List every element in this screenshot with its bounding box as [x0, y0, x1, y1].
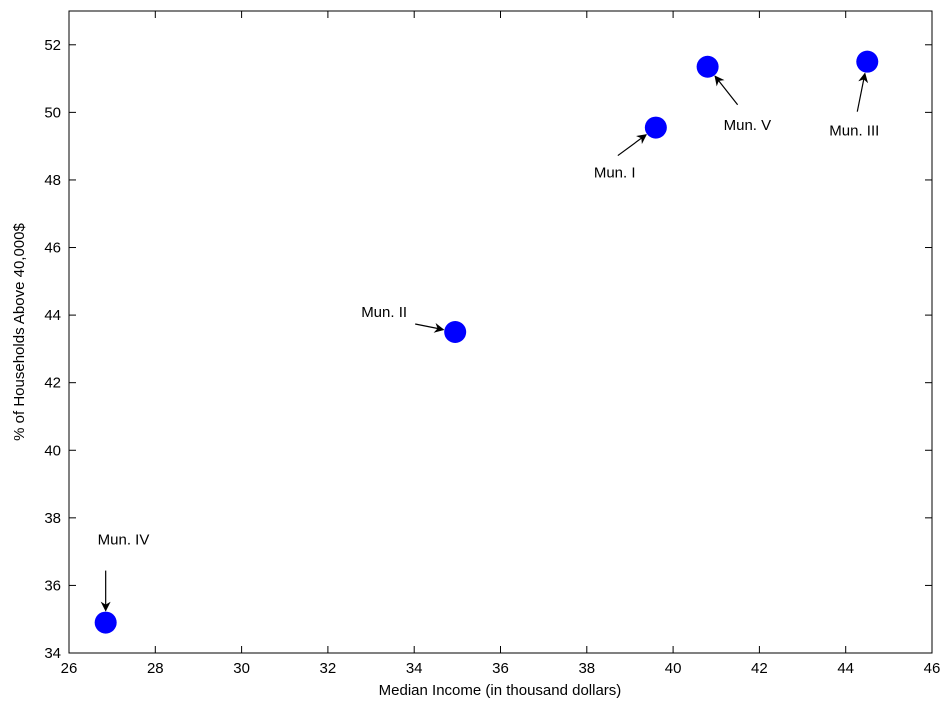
x-tick-label: 30 — [233, 660, 250, 677]
y-axis-ticks: 34 36 38 40 42 44 46 48 50 52 — [44, 37, 932, 662]
annotation-arrow — [415, 322, 445, 333]
y-tick-label: 52 — [44, 37, 61, 54]
x-tick-label: 26 — [61, 660, 78, 677]
annotation-arrow — [617, 134, 647, 157]
data-point-marker — [856, 50, 879, 73]
data-point-marker — [94, 611, 117, 634]
annotation-label: Mun. II — [361, 304, 407, 321]
y-tick-label: 46 — [44, 240, 61, 257]
y-axis-label: % of Households Above 40,000$ — [11, 223, 28, 441]
x-tick-label: 36 — [492, 660, 509, 677]
x-tick-label: 32 — [320, 660, 337, 677]
data-point-marker — [696, 55, 719, 78]
x-tick-label: 38 — [578, 660, 595, 677]
annotation-label: Mun. IV — [98, 532, 150, 549]
y-tick-label: 34 — [44, 645, 61, 662]
y-tick-label: 50 — [44, 104, 61, 121]
y-tick-label: 48 — [44, 172, 61, 189]
annotation-arrow — [856, 72, 869, 112]
y-tick-label: 42 — [44, 375, 61, 392]
x-tick-label: 28 — [147, 660, 164, 677]
x-axis-ticks: 26 28 30 32 34 36 38 40 42 44 46 — [61, 11, 941, 677]
annotation-arrow — [714, 75, 739, 106]
data-point-marker — [444, 321, 467, 343]
x-tick-label: 40 — [665, 660, 682, 677]
y-tick-label: 36 — [44, 577, 61, 594]
annotation-label: Mun. V — [724, 117, 772, 134]
x-tick-label: 44 — [837, 660, 854, 677]
data-points — [94, 50, 879, 634]
annotation-label: Mun. III — [829, 123, 879, 140]
x-tick-label: 46 — [924, 660, 941, 677]
x-tick-label: 34 — [406, 660, 423, 677]
x-tick-label: 42 — [751, 660, 768, 677]
point-annotations: Mun. I Mun. II Mun. III Mun. IV Mun. V — [98, 72, 879, 612]
plot-area — [68, 10, 933, 654]
y-tick-label: 40 — [44, 442, 61, 459]
y-tick-label: 44 — [44, 307, 61, 324]
y-tick-label: 38 — [44, 510, 61, 527]
data-point-marker — [644, 116, 667, 139]
x-axis-label: Median Income (in thousand dollars) — [379, 682, 622, 699]
annotation-label: Mun. I — [594, 165, 636, 182]
